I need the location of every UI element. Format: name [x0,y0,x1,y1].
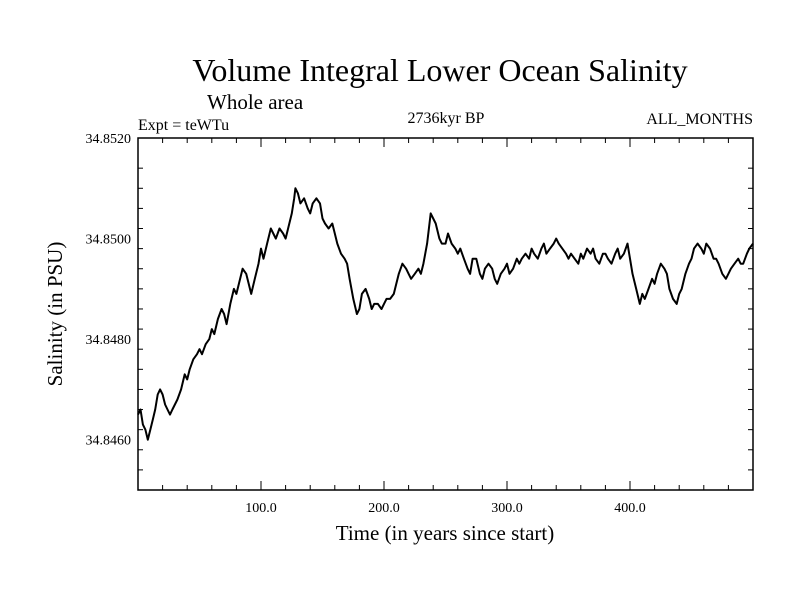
period-label: 2736kyr BP [408,110,485,127]
x-axis-label: Time (in years since start) [336,521,555,545]
chart-title: Volume Integral Lower Ocean Salinity [192,52,687,88]
x-axis: 100.0 200.0 300.0 400.0 [162,138,729,516]
y-tick-label: 34.8500 [86,233,132,248]
y-tick-label: 34.8520 [86,132,132,147]
x-tick-label: 400.0 [614,501,646,516]
plot-frame [137,137,754,491]
x-tick-label: 200.0 [368,501,400,516]
months-label: ALL_MONTHS [646,111,753,128]
x-tick-label: 100.0 [245,501,277,516]
y-axis-label: Salinity (in PSU) [43,242,67,387]
chart-subtitle: Whole area [207,90,304,114]
salinity-line [137,187,754,441]
experiment-label: Expt = teWTu [138,117,229,134]
y-axis: 34.8460 34.8480 34.8500 34.8520 [86,132,753,471]
y-tick-label: 34.8480 [86,333,132,348]
x-tick-label: 300.0 [491,501,523,516]
y-tick-label: 34.8460 [86,434,132,449]
